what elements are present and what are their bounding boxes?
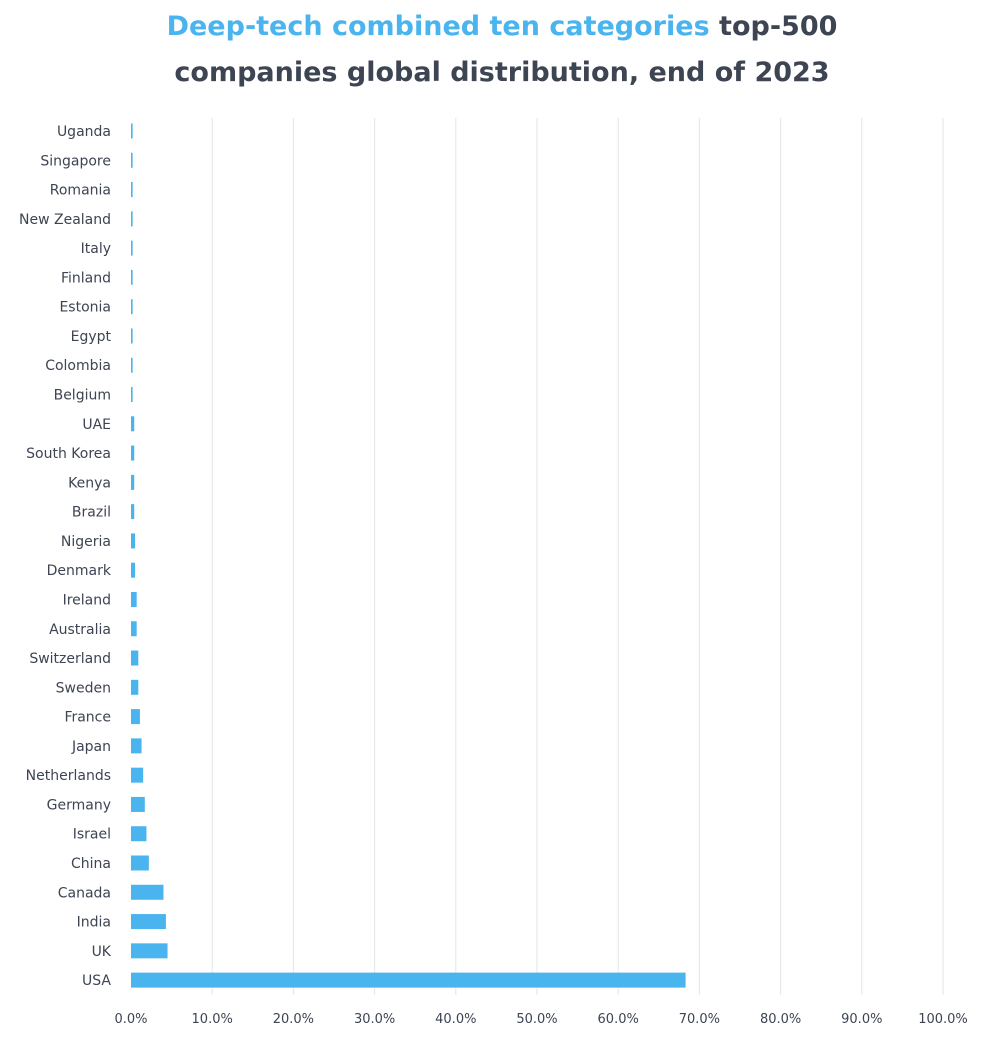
y-category-label: USA: [82, 973, 111, 989]
bar: [131, 152, 133, 168]
y-category-label: Egypt: [71, 329, 112, 345]
y-category-label: Singapore: [40, 153, 111, 169]
bar: [131, 767, 144, 783]
x-tick-label: 20.0%: [273, 1012, 314, 1027]
y-category-label: UAE: [82, 417, 111, 433]
y-category-label: Netherlands: [26, 768, 111, 784]
bar: [131, 621, 137, 637]
y-category-label: UK: [92, 944, 112, 960]
bar: [131, 211, 133, 227]
x-tick-label: 10.0%: [192, 1012, 233, 1027]
bar: [131, 474, 135, 490]
y-category-label: China: [71, 856, 111, 872]
y-category-label: India: [77, 915, 111, 931]
y-category-label: France: [64, 710, 111, 726]
y-category-label: Uganda: [57, 124, 111, 140]
bar: [131, 182, 133, 198]
y-category-label: Belgium: [54, 388, 111, 404]
y-category-label: Romania: [50, 183, 111, 199]
y-category-label: Ireland: [63, 592, 111, 608]
bar: [131, 299, 133, 315]
bar: [131, 387, 133, 403]
y-category-label: Denmark: [47, 563, 112, 579]
bar: [131, 679, 139, 695]
y-category-label: Japan: [71, 739, 111, 755]
bar: [131, 943, 168, 959]
bar: [131, 855, 149, 871]
bar: [131, 884, 164, 900]
bar: [131, 826, 147, 842]
x-tick-label: 50.0%: [516, 1012, 557, 1027]
y-category-label: New Zealand: [19, 212, 111, 228]
bar: [131, 650, 139, 666]
bar: [131, 533, 136, 549]
chart-title-line1: Deep-tech combined ten categories top-50…: [0, 4, 1004, 50]
x-tick-label: 30.0%: [354, 1012, 395, 1027]
bar: [131, 416, 135, 432]
y-category-label: South Korea: [26, 446, 111, 462]
y-category-label: Germany: [47, 797, 111, 813]
bar: [131, 738, 142, 754]
x-tick-label: 90.0%: [841, 1012, 882, 1027]
bar: [131, 445, 135, 461]
y-category-label: Switzerland: [29, 651, 111, 667]
x-tick-label: 70.0%: [679, 1012, 720, 1027]
bar: [131, 914, 166, 930]
y-category-label: Estonia: [59, 300, 111, 316]
bar: [131, 709, 140, 725]
chart-title-rest: top-500: [719, 11, 838, 42]
y-category-label: Canada: [58, 885, 111, 901]
y-category-label: Nigeria: [61, 534, 111, 550]
x-tick-label: 60.0%: [598, 1012, 639, 1027]
x-tick-label: 0.0%: [114, 1012, 147, 1027]
x-tick-label: 40.0%: [435, 1012, 476, 1027]
bar: [131, 972, 686, 988]
y-category-label: Israel: [73, 827, 111, 843]
bar: [131, 796, 145, 812]
bar: [131, 504, 135, 520]
chart-title-highlight: Deep-tech combined ten categories: [166, 11, 710, 42]
bar: [131, 269, 133, 285]
y-category-label: Australia: [49, 622, 111, 638]
bar: [131, 591, 137, 607]
chart-title-line2: companies global distribution, end of 20…: [174, 57, 830, 88]
y-category-label: Sweden: [56, 680, 111, 696]
bar: [131, 357, 133, 373]
y-category-label: Finland: [61, 270, 111, 286]
y-category-label: Kenya: [68, 475, 111, 491]
y-category-label: Brazil: [72, 505, 111, 521]
x-tick-label: 80.0%: [760, 1012, 801, 1027]
bar: [131, 123, 133, 139]
x-tick-label: 100.0%: [918, 1012, 968, 1027]
y-category-label: Colombia: [45, 358, 111, 374]
y-category-label: Italy: [81, 241, 111, 257]
bar: [131, 562, 136, 578]
bar: [131, 328, 133, 344]
chart-title: Deep-tech combined ten categories top-50…: [0, 4, 1004, 96]
bar: [131, 240, 133, 256]
